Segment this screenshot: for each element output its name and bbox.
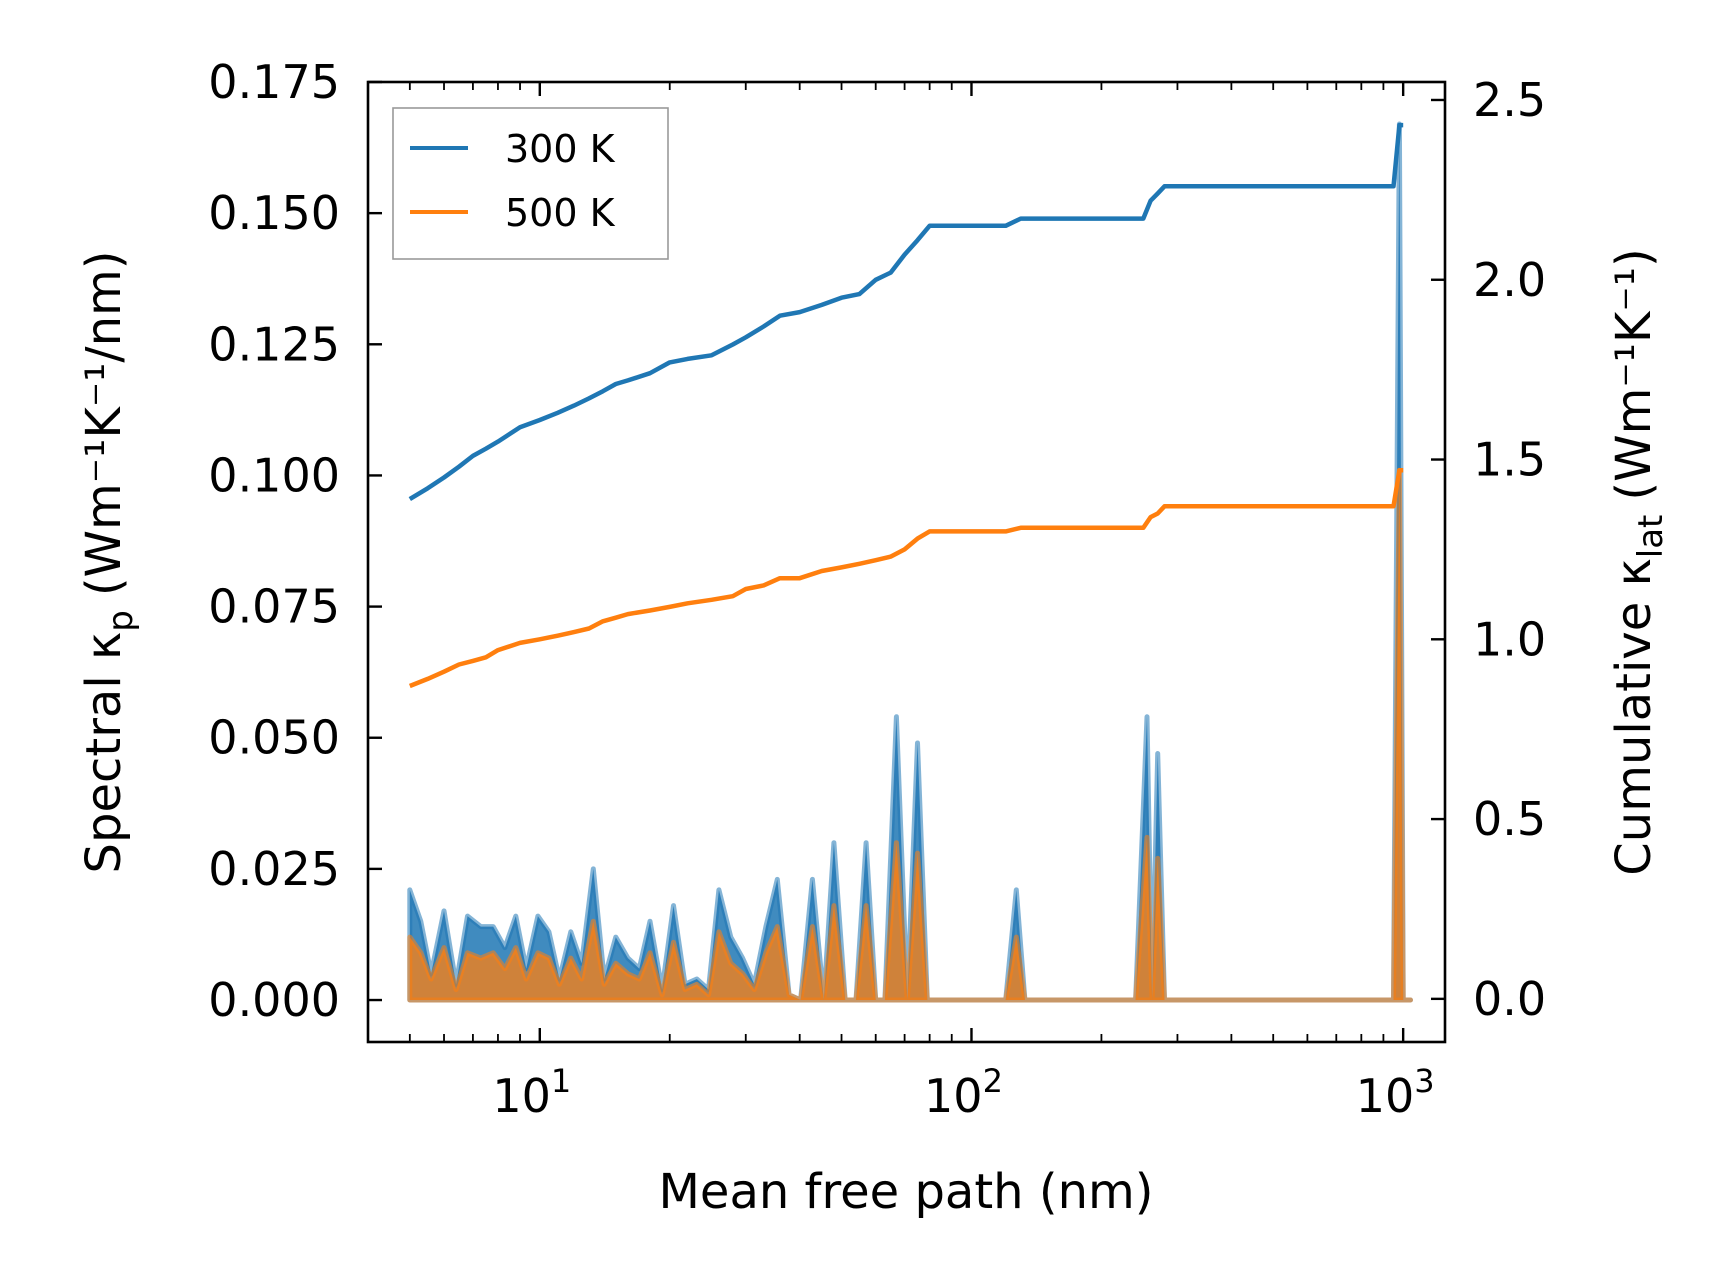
x-axis-label: Mean free path (nm) xyxy=(659,1164,1154,1220)
right-y-tick-label: 1.0 xyxy=(1473,612,1546,666)
spectral-series-layer xyxy=(407,121,1413,1003)
left-y-tick-label: 0.150 xyxy=(208,186,340,240)
x-tick-label: 102 xyxy=(924,1062,1003,1123)
left-y-label-subscript: p xyxy=(101,610,141,632)
left-y-tick-label: 0.125 xyxy=(208,317,340,371)
right-y-label-units: (Wm⁻¹K⁻¹) xyxy=(1606,248,1662,500)
right-y-tick-label: 2.0 xyxy=(1473,253,1546,307)
left-y-label-main: Spectral κ xyxy=(76,632,132,874)
series-line-500-k xyxy=(408,468,1404,689)
right-y-label-subscript: lat xyxy=(1631,515,1671,559)
left-y-tick-label: 0.025 xyxy=(208,842,340,896)
left-y-tick-label: 0.175 xyxy=(208,55,340,109)
right-y-tick-label: 0.5 xyxy=(1473,792,1546,846)
series-area-500-k-spectral xyxy=(407,467,1413,1003)
cumulative-series-layer xyxy=(408,122,1404,689)
series-area-300-k-spectral xyxy=(407,121,1413,1003)
left-y-tick-label: 0.075 xyxy=(208,580,340,634)
left-y-label-units: (Wm⁻¹K⁻¹/nm) xyxy=(76,251,132,597)
legend-label-300k: 300 K xyxy=(505,127,616,171)
axes-frame xyxy=(366,80,1447,1044)
ticks-layer: 0.000 0.025 0.050 0.075 0.100 0.125 0.150 0.175… xyxy=(208,55,1546,1123)
right-y-tick-label: 1.5 xyxy=(1473,433,1546,487)
left-y-axis-label: Spectral κp (Wm⁻¹K⁻¹/nm) xyxy=(76,251,141,874)
left-y-tick-label: 0.100 xyxy=(208,448,340,502)
left-y-tick-label: 0.000 xyxy=(208,973,340,1027)
right-y-axis-label: Cumulative κlat (Wm⁻¹K⁻¹) xyxy=(1606,248,1671,875)
right-y-label-main: Cumulative κ xyxy=(1606,558,1662,876)
x-tick-label: 101 xyxy=(492,1062,571,1123)
legend-label-500k: 500 K xyxy=(505,191,616,235)
legend: 300 K 500 K xyxy=(392,107,669,260)
right-y-tick-label: 0.0 xyxy=(1473,972,1546,1026)
left-y-tick-label: 0.050 xyxy=(208,711,340,765)
series-line-300-k xyxy=(408,122,1404,502)
x-tick-label: 103 xyxy=(1356,1062,1435,1123)
legend-box xyxy=(392,107,669,260)
right-y-tick-label: 2.5 xyxy=(1473,73,1546,127)
